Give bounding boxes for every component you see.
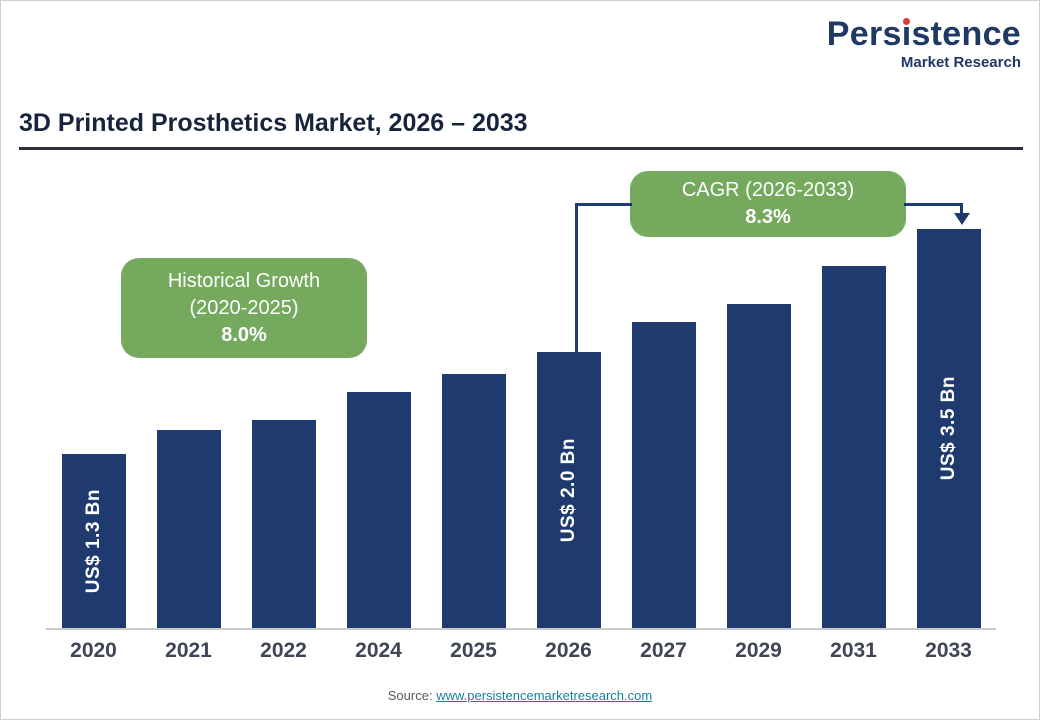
source-link[interactable]: www.persistencemarketresearch.com [436, 688, 653, 703]
bar-column-2020: US$ 1.3 Bn [46, 208, 141, 628]
historical-growth-line1: Historical Growth [167, 269, 321, 292]
page-title: 3D Printed Prosthetics Market, 2026 – 20… [19, 109, 528, 137]
x-axis-label-2031: 2031 [830, 639, 877, 662]
bar-2027 [631, 322, 696, 628]
cagr-connector-right-vertical [960, 203, 963, 215]
bar-2020: US$ 1.3 Bn [61, 454, 126, 628]
cagr-connector-left-vertical [575, 203, 578, 352]
cagr-arrow-down-icon [954, 213, 970, 225]
x-axis-label-2024: 2024 [355, 639, 402, 662]
bar-column-2027 [616, 208, 711, 628]
bar-2021 [156, 430, 221, 628]
cagr-callout: CAGR (2026-2033) 8.3% [630, 171, 906, 237]
x-axis-label-2029: 2029 [735, 639, 782, 662]
bar-2024 [346, 392, 411, 628]
bar-column-2022 [236, 208, 331, 628]
logo-letter-i: ı [902, 17, 912, 51]
cagr-connector-left-horizontal [575, 203, 632, 206]
bar-2022 [251, 420, 316, 628]
source-line: Source: www.persistencemarketresearch.co… [1, 688, 1039, 703]
x-axis-label-2025: 2025 [450, 639, 497, 662]
cagr-connector-right-horizontal [904, 203, 962, 206]
company-logo: Persı stence Market Research [827, 17, 1021, 71]
bar-column-2025 [426, 208, 521, 628]
x-axis-line [46, 628, 996, 630]
bar-value-label-2026: US$ 2.0 Bn [557, 437, 579, 543]
logo-text-part2: stence [911, 15, 1021, 53]
x-axis-label-2020: 2020 [70, 639, 117, 662]
historical-growth-line2: (2020-2025) [189, 296, 299, 319]
x-axis-label-2021: 2021 [165, 639, 212, 662]
axis-labels-row: 2020 2021 2022 2024 2025 2026 2027 2029 2031 2033 [46, 639, 996, 663]
bar-2025 [441, 374, 506, 628]
bar-value-label-2033: US$ 3.5 Bn [937, 376, 959, 481]
bar-2026: US$ 2.0 Bn [536, 352, 601, 628]
bar-column-2026: US$ 2.0 Bn [521, 208, 616, 628]
bars-row: US$ 1.3 Bn US$ 2.0 Bn US$ 3.5 Bn [46, 208, 996, 628]
x-axis-label-2033: 2033 [925, 639, 972, 662]
bar-column-2033: US$ 3.5 Bn [901, 208, 996, 628]
logo-subtitle: Market Research [900, 54, 1021, 71]
bar-2033: US$ 3.5 Bn [916, 229, 981, 628]
x-axis-label-2022: 2022 [260, 639, 307, 662]
logo-text-part1: Pers [826, 15, 902, 53]
logo-dotless-i: ı [901, 15, 912, 53]
logo-red-dot-icon [902, 18, 910, 25]
bar-value-label-2020: US$ 1.3 Bn [82, 488, 104, 594]
x-axis-label-2027: 2027 [640, 639, 687, 662]
historical-growth-callout: Historical Growth (2020-2025) 8.0% [121, 258, 367, 358]
cagr-value: 8.3% [745, 206, 791, 228]
bar-column-2031 [806, 208, 901, 628]
x-axis-label-2026: 2026 [545, 639, 592, 662]
historical-growth-value: 8.0% [221, 323, 267, 346]
bar-2029 [726, 304, 791, 628]
bar-column-2021 [141, 208, 236, 628]
bar-column-2024 [331, 208, 426, 628]
bar-2031 [821, 266, 886, 628]
cagr-line1: CAGR (2026-2033) [681, 179, 855, 201]
bar-column-2029 [711, 208, 806, 628]
source-prefix: Source: [387, 688, 437, 703]
title-divider [19, 147, 1023, 150]
logo-wordmark: Persı stence [827, 17, 1021, 51]
